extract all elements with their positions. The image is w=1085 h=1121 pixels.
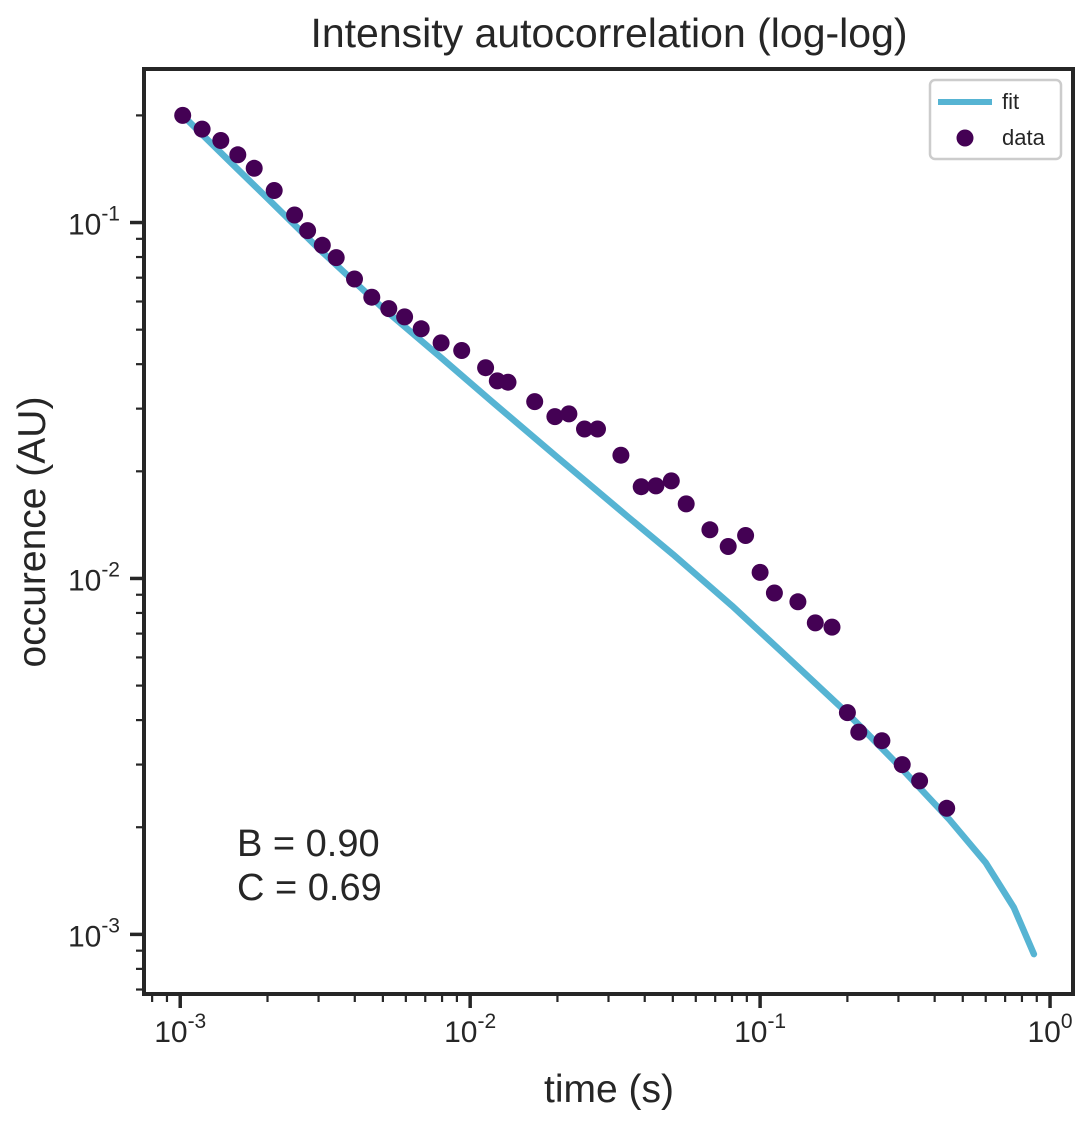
data-point (453, 342, 471, 359)
data-point (838, 704, 856, 722)
data-point (850, 723, 868, 741)
data-point (526, 393, 544, 411)
data-point (327, 249, 345, 267)
data-point (873, 732, 891, 750)
data-point (363, 288, 381, 306)
data-point (396, 308, 414, 326)
data-point (677, 495, 695, 513)
axis-ticks: 10-3 10-2 10-1 100 10-3 10-2 10-1 (68, 114, 1073, 1049)
data-point (299, 222, 317, 240)
y-axis-label: occurence (AU) (11, 397, 54, 668)
data-point (719, 538, 737, 555)
data-point (174, 106, 192, 124)
data-point (499, 373, 517, 391)
x-tick-label: 10-3 (154, 1010, 206, 1049)
data-series (174, 106, 956, 817)
x-axis-label: time (s) (544, 1068, 674, 1111)
data-point (286, 206, 304, 224)
data-point (546, 408, 564, 426)
data-point (823, 618, 841, 636)
data-point (701, 521, 719, 539)
x-tick-label: 100 (1028, 1010, 1073, 1049)
data-point (560, 405, 578, 423)
x-tick-label: 10-1 (734, 1010, 786, 1049)
y-tick-label: 10-1 (68, 203, 120, 242)
data-point (313, 236, 331, 254)
data-point (229, 146, 247, 164)
fit-series (179, 112, 1038, 958)
annotation-c: C = 0.69 (237, 867, 382, 909)
data-point (589, 420, 606, 438)
fit-line (179, 112, 1038, 958)
data-point (380, 300, 398, 318)
data-point (911, 772, 929, 790)
legend-fit-label: fit (1002, 89, 1019, 114)
legend-data-label: data (1002, 125, 1046, 150)
y-tick-label: 10-3 (68, 914, 120, 953)
data-point (806, 614, 824, 632)
data-point (789, 593, 807, 611)
data-point (212, 132, 230, 149)
data-point (412, 320, 430, 338)
data-point (193, 120, 211, 138)
data-point (245, 159, 263, 177)
legend-data-swatch (956, 129, 974, 147)
data-point (632, 478, 650, 496)
data-point (662, 472, 680, 490)
annotation-b: B = 0.90 (237, 823, 380, 865)
data-point (346, 270, 363, 288)
data-point (265, 182, 283, 199)
data-point (477, 359, 495, 377)
data-point (751, 563, 769, 581)
data-point (765, 584, 783, 602)
data-point (432, 334, 450, 352)
data-point (737, 527, 755, 544)
data-point (893, 756, 911, 774)
data-point (612, 446, 630, 464)
legend: fit data (928, 78, 1063, 161)
chart-title: Intensity autocorrelation (log-log) (310, 10, 907, 56)
data-point (576, 420, 593, 438)
data-point (938, 799, 956, 817)
x-tick-label: 10-2 (444, 1010, 496, 1049)
data-point (647, 477, 665, 495)
y-tick-label: 10-2 (68, 558, 120, 597)
